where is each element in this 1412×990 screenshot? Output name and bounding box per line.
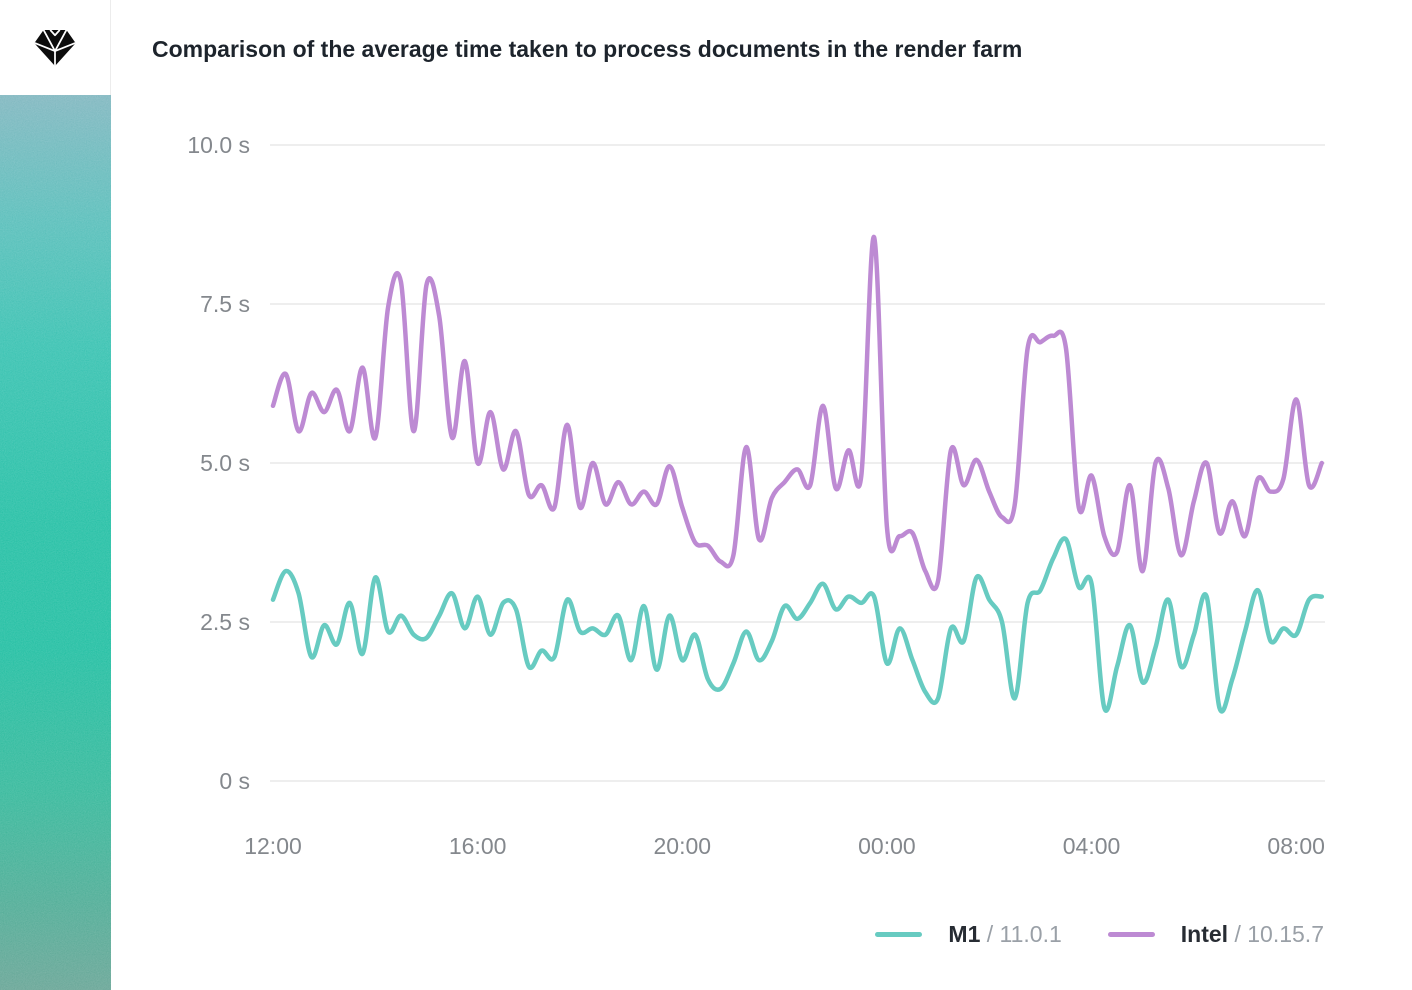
y-tick-label: 10.0 s <box>187 132 250 158</box>
legend-swatch-intel <box>1107 931 1155 937</box>
legend-item-intel[interactable]: Intel / 10.15.7 <box>1107 920 1324 948</box>
y-tick-label: 5.0 s <box>200 450 250 476</box>
sidebar <box>0 0 111 990</box>
sidebar-gradient <box>0 95 111 990</box>
series-line-m1 <box>270 536 1325 714</box>
x-tick-label: 20:00 <box>653 833 711 859</box>
sidebar-header <box>0 0 111 95</box>
x-tick-label: 08:00 <box>1267 833 1325 859</box>
y-tick-label: 0 s <box>219 768 250 794</box>
x-tick-label: 04:00 <box>1063 833 1121 859</box>
y-tick-label: 2.5 s <box>200 609 250 635</box>
series-line-intel <box>270 234 1325 592</box>
x-tick-label: 12:00 <box>244 833 302 859</box>
legend-version-intel: / 10.15.7 <box>1228 920 1324 947</box>
sidebar-noise-texture <box>0 95 111 990</box>
chart-legend: M1 / 11.0.1 Intel / 10.15.7 <box>875 919 1324 949</box>
legend-label-m1: M1 <box>948 920 981 947</box>
x-tick-label: 00:00 <box>858 833 916 859</box>
y-tick-label: 7.5 s <box>200 291 250 317</box>
chart-panel: Comparison of the average time taken to … <box>111 0 1412 990</box>
legend-item-m1[interactable]: M1 / 11.0.1 <box>875 920 1062 948</box>
legend-swatch-m1 <box>875 931 923 937</box>
line-chart: 0 s 2.5 s 5.0 s 7.5 s 10.0 s 12:00 16:00 20:00 0… <box>187 132 1325 859</box>
legend-label-intel: Intel <box>1180 920 1229 947</box>
chart-title: Comparison of the average time taken to … <box>152 36 1023 62</box>
sketch-diamond-icon[interactable] <box>33 28 77 68</box>
x-tick-label: 16:00 <box>449 833 507 859</box>
legend-version-m1: / 11.0.1 <box>980 920 1062 947</box>
